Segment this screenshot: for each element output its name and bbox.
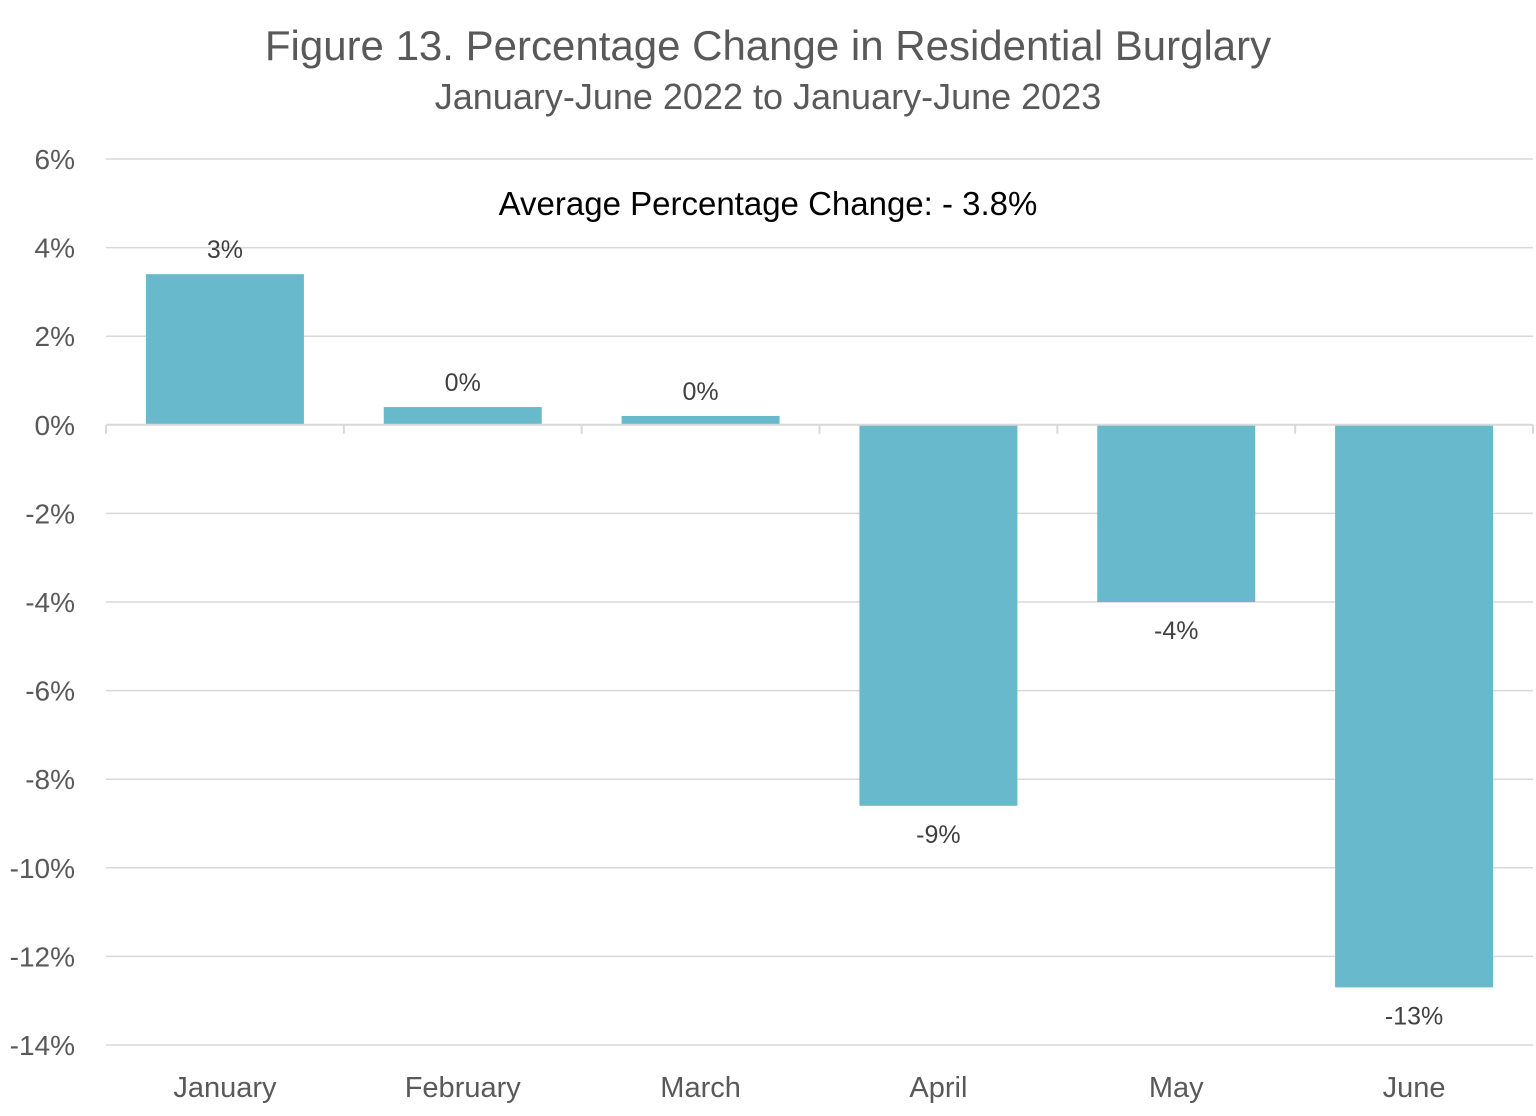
y-tick-label: -12% [10, 941, 75, 972]
y-tick-label: 2% [35, 321, 75, 352]
x-tick-label: May [1149, 1072, 1204, 1104]
x-tick-label: February [405, 1072, 522, 1104]
y-tick-label: -8% [25, 764, 75, 795]
bar-february [383, 407, 542, 425]
x-tick-label: April [909, 1072, 967, 1104]
data-label: -13% [1385, 1002, 1443, 1030]
y-tick-label: 6% [35, 144, 75, 175]
bar-april [859, 424, 1018, 806]
x-tick-label: June [1383, 1072, 1446, 1104]
bar-june [1335, 424, 1494, 988]
bar-may [1097, 424, 1256, 602]
y-tick-label: 4% [35, 233, 75, 264]
y-tick-label: 0% [35, 410, 75, 441]
bar-january [145, 274, 304, 425]
y-tick-label: -4% [25, 587, 75, 618]
data-label: -9% [916, 821, 960, 849]
y-tick-label: -2% [25, 498, 75, 529]
chart-subtitle: January-June 2022 to January-June 2023 [435, 76, 1101, 117]
data-label: -4% [1154, 617, 1198, 645]
chart-title: Figure 13. Percentage Change in Resident… [265, 22, 1271, 69]
average-annotation: Average Percentage Change: - 3.8% [499, 185, 1038, 222]
y-tick-label: -14% [10, 1030, 75, 1061]
x-tick-label: January [173, 1072, 277, 1104]
data-label: 0% [683, 378, 719, 406]
data-label: 3% [207, 236, 243, 264]
y-tick-label: -10% [10, 853, 75, 884]
data-label: 0% [445, 369, 481, 397]
y-tick-label: -6% [25, 676, 75, 707]
bar-march [621, 415, 780, 425]
x-tick-label: March [660, 1072, 741, 1104]
